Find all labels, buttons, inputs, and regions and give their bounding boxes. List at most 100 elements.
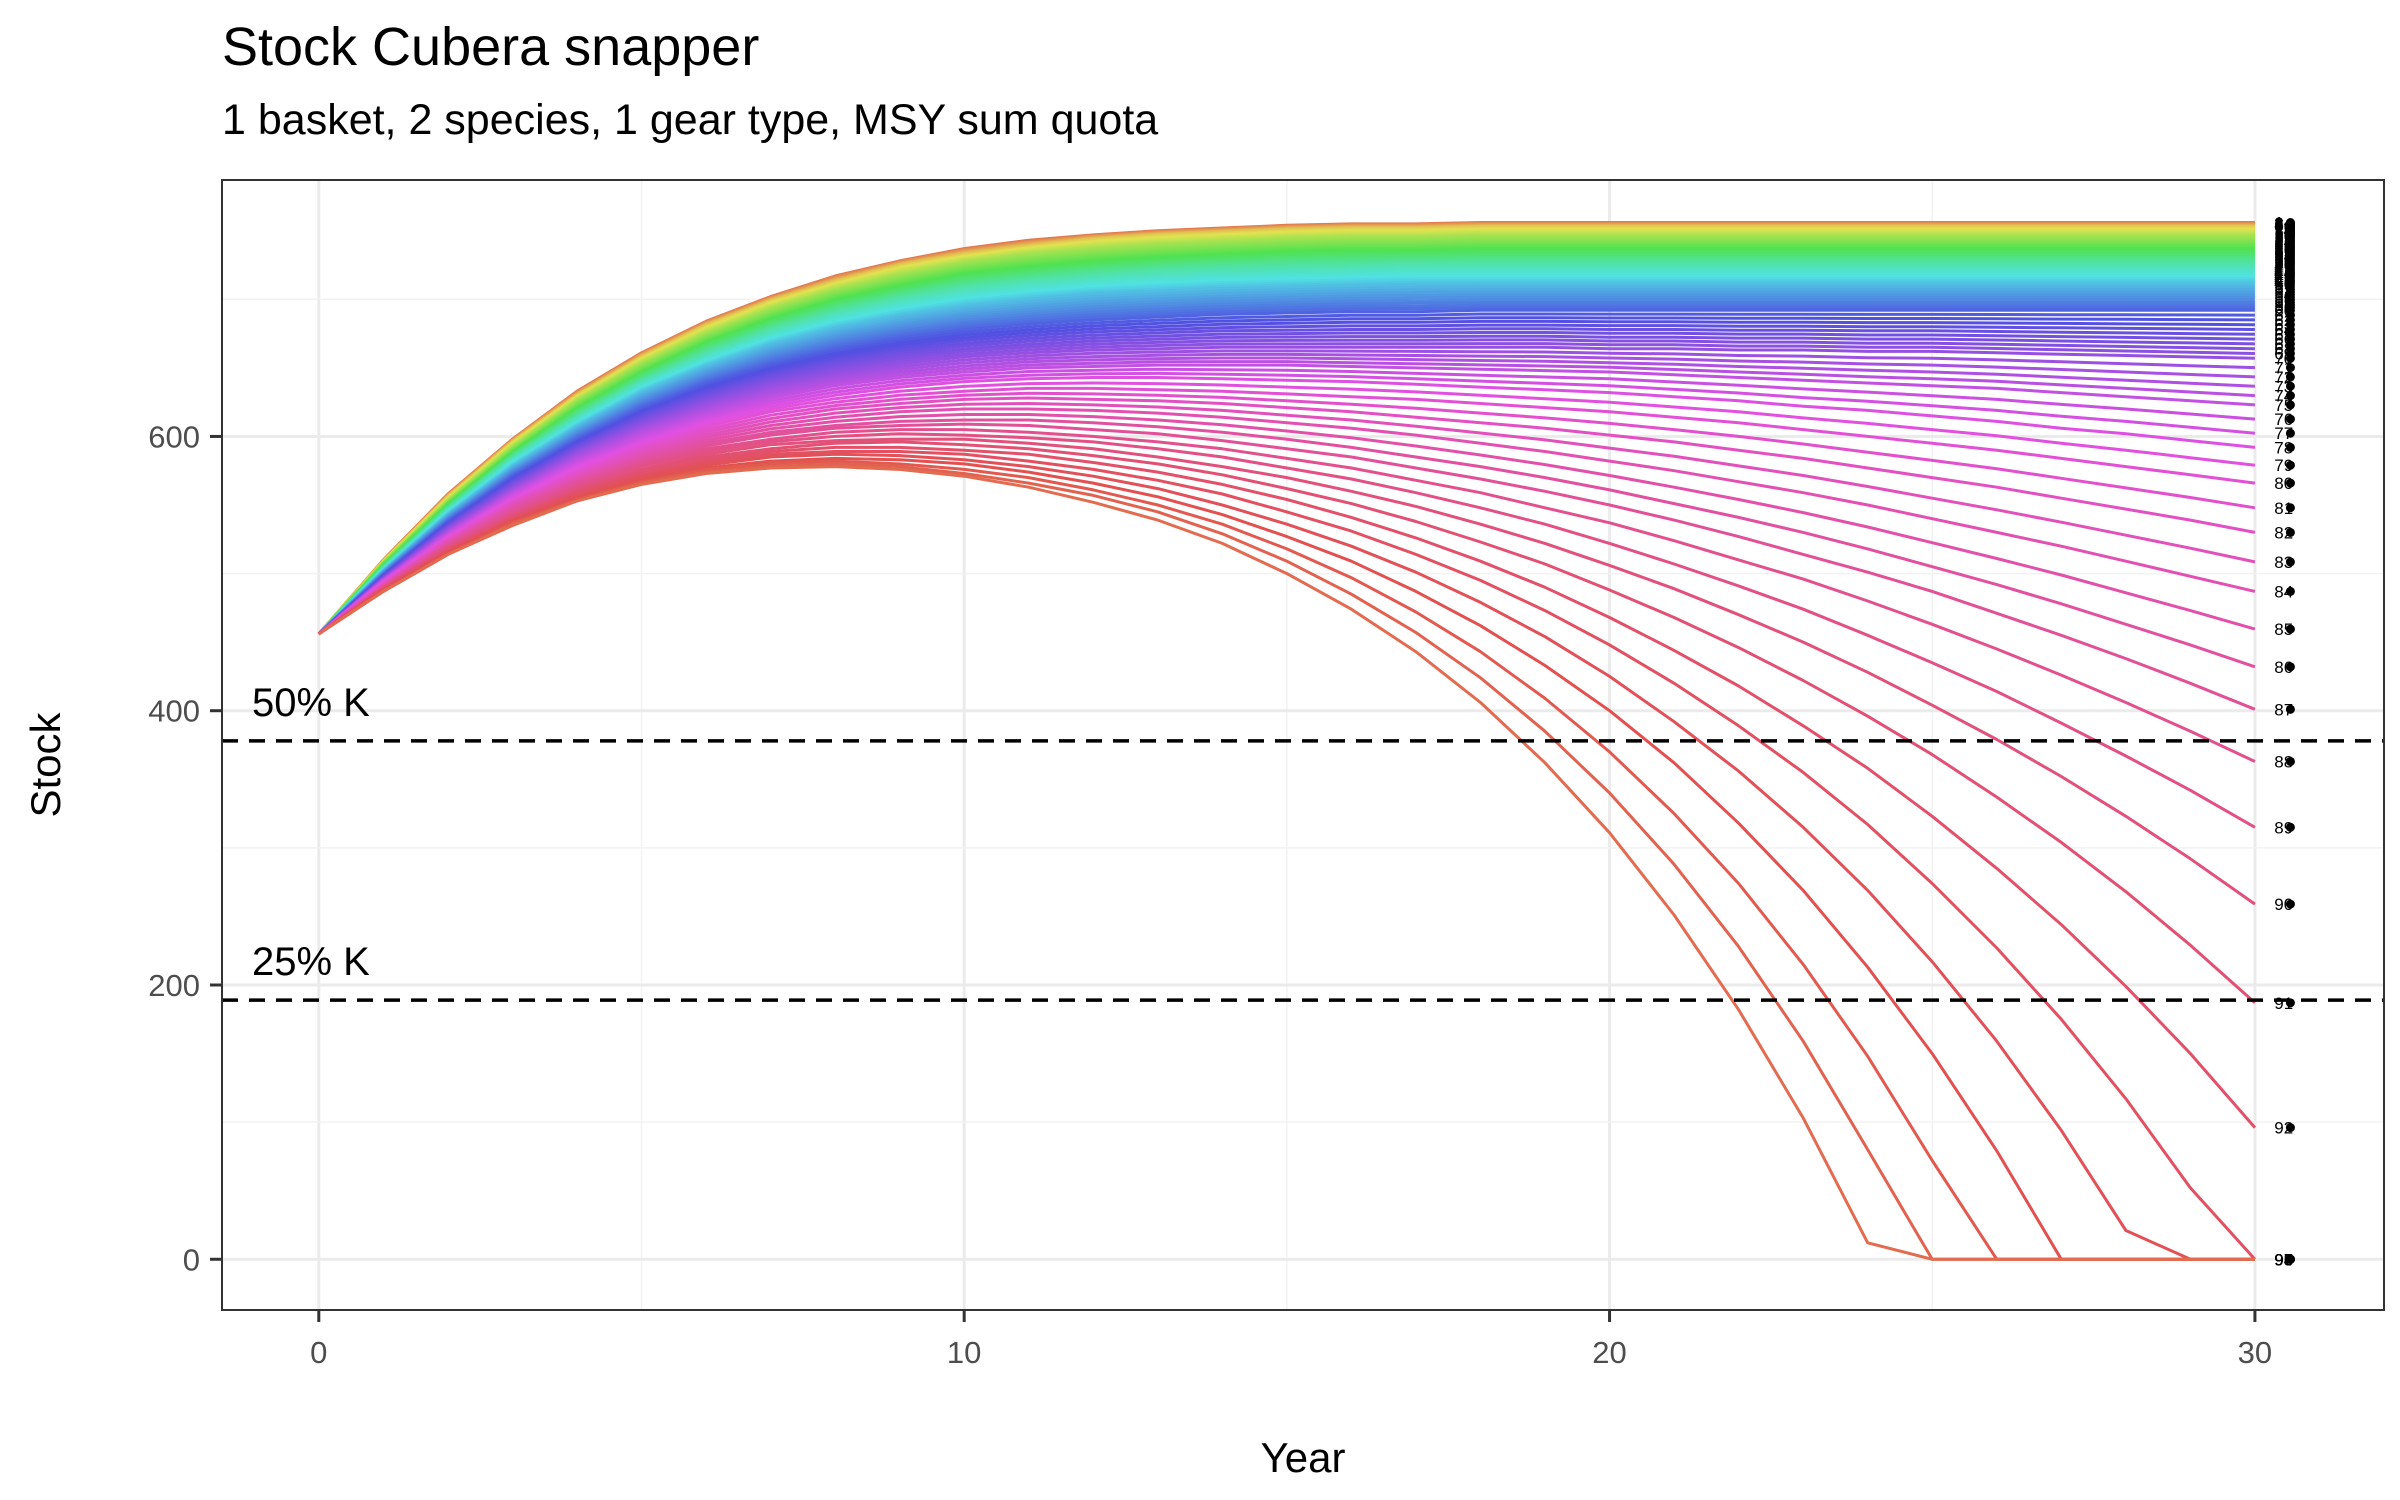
end-label: 88 [2274, 752, 2293, 771]
end-label: 26 [2274, 235, 2293, 254]
end-label: 98 [2274, 1250, 2293, 1269]
end-label: 46 [2274, 268, 2293, 287]
end-label: 29 [2274, 240, 2293, 259]
series-line-77 [317, 371, 2256, 636]
end-label: 94 [2274, 1250, 2293, 1269]
y-axis-title: Stock [22, 711, 69, 817]
x-axis-title: Year [1261, 1434, 1346, 1481]
end-point [2285, 557, 2295, 567]
series-line-85 [317, 413, 2256, 636]
plot-panel-border [221, 179, 2385, 1311]
y-tick-label: 200 [148, 968, 200, 1003]
end-label: 48 [2274, 271, 2293, 290]
end-label: 89 [2274, 818, 2293, 837]
end-label: 8 [2274, 217, 2283, 236]
y-tick-label: 0 [183, 1242, 200, 1277]
end-point [2285, 478, 2295, 488]
end-point [2285, 391, 2295, 401]
end-label: 30 [2274, 241, 2293, 260]
end-label: 61 [2274, 306, 2293, 325]
end-point [2285, 503, 2295, 513]
series-line-81 [317, 391, 2256, 636]
series-line-70 [317, 345, 2255, 636]
end-label: 75 [2274, 396, 2293, 415]
end-label: 57 [2274, 293, 2293, 312]
end-point [2285, 442, 2295, 452]
end-label: 14 [2274, 221, 2293, 240]
end-label: 10 [2274, 218, 2293, 237]
series-line-62 [317, 316, 2255, 636]
x-tick-label: 20 [1592, 1335, 1626, 1370]
end-label: 36 [2274, 250, 2293, 269]
chart-subtitle: 1 basket, 2 species, 1 gear type, MSY su… [222, 96, 1159, 144]
end-label: 55 [2274, 288, 2293, 307]
end-label: 3 [2274, 214, 2283, 233]
end-label: 16 [2274, 223, 2293, 242]
end-point [2285, 899, 2295, 909]
end-label: 47 [2274, 269, 2293, 288]
end-labels: 1234567891011121314151617181920212223242… [2274, 214, 2293, 1270]
end-point [2285, 998, 2295, 1008]
end-label: 86 [2274, 658, 2293, 677]
end-point [2285, 400, 2295, 410]
end-label: 50 [2274, 275, 2293, 294]
end-label: 15 [2274, 222, 2293, 241]
series-line-66 [317, 331, 2255, 636]
end-label: 95 [2274, 1250, 2293, 1269]
end-label: 84 [2274, 582, 2293, 601]
end-label: 74 [2274, 387, 2293, 406]
end-label: 49 [2274, 273, 2293, 292]
end-point [2285, 822, 2295, 832]
end-label: 59 [2274, 299, 2293, 318]
end-point [2285, 414, 2295, 424]
end-points [2285, 218, 2295, 1264]
end-point [2285, 756, 2295, 766]
end-label: 43 [2274, 262, 2293, 281]
end-label: 90 [2274, 895, 2293, 914]
end-label: 20 [2274, 227, 2293, 246]
series-line-79 [317, 381, 2256, 636]
end-label: 72 [2274, 368, 2293, 387]
end-label: 76 [2274, 410, 2293, 429]
end-point [2285, 372, 2295, 382]
end-point [2285, 624, 2295, 634]
axes: 0 10 20 30 0 200 400 600 [148, 419, 2272, 1370]
end-label: 7 [2274, 216, 2283, 235]
end-point [2285, 381, 2295, 391]
end-label: 62 [2274, 311, 2293, 330]
end-label: 39 [2274, 255, 2293, 274]
end-label: 78 [2274, 438, 2293, 457]
y-tick-label: 400 [148, 694, 200, 729]
end-label: 9 [2274, 217, 2283, 236]
series-line-63 [317, 319, 2255, 636]
end-label: 70 [2274, 349, 2293, 368]
series-line-78 [317, 376, 2256, 636]
series-line-64 [317, 323, 2255, 636]
series-line-75 [317, 363, 2255, 636]
end-label: 67 [2274, 335, 2293, 354]
end-label: 93 [2274, 1250, 2293, 1269]
end-point [2285, 1123, 2295, 1133]
end-label: 32 [2274, 244, 2293, 263]
series-line-82 [317, 396, 2256, 636]
end-label: 69 [2274, 344, 2293, 363]
series-line-69 [317, 342, 2255, 636]
end-label: 92 [2274, 1119, 2293, 1138]
series-line-89 [317, 432, 2256, 829]
end-label: 38 [2274, 253, 2293, 272]
end-label: 85 [2274, 620, 2293, 639]
end-label: 34 [2274, 247, 2293, 266]
series-line-80 [317, 386, 2256, 636]
end-label: 22 [2274, 230, 2293, 249]
x-tick-label: 30 [2238, 1335, 2272, 1370]
end-label: 53 [2274, 283, 2293, 302]
end-point [2285, 428, 2295, 438]
end-label: 18 [2274, 225, 2293, 244]
end-label: 45 [2274, 266, 2293, 285]
end-label: 82 [2274, 523, 2293, 542]
end-label: 35 [2274, 248, 2293, 267]
end-label: 42 [2274, 260, 2293, 279]
end-point [2285, 704, 2295, 714]
end-label: 37 [2274, 251, 2293, 270]
end-label: 11 [2274, 219, 2292, 238]
